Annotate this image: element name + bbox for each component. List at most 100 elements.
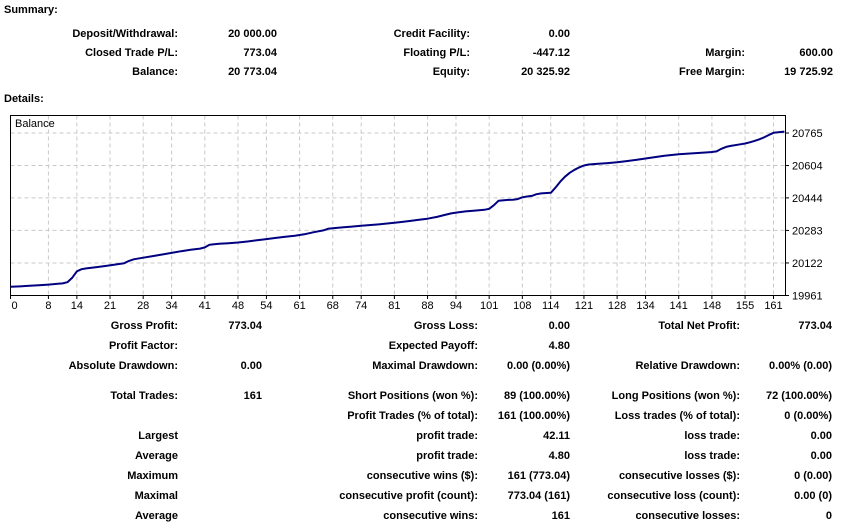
x-axis-label: 94 [450,300,462,312]
stat-label: Maximum [127,470,178,482]
stat-label: Largest [138,430,178,442]
summary-table: Deposit/Withdrawal: 20 000.00 Credit Facil… [0,24,845,81]
stat-label: Maximal Drawdown: [372,360,478,372]
stat-label: Total Trades: [110,390,178,402]
stat-row: Gross Profit: 773.04 Gross Loss: 0.00 Total … [0,316,845,336]
stat-value: 20 773.04 [228,65,277,78]
x-axis-label: 74 [355,300,367,312]
x-axis-label: 41 [199,300,211,312]
stat-value: -447.12 [532,46,570,59]
stat-row: Maximum consecutive wins ($): 161 (773.04)… [0,466,845,486]
stat-label: consecutive losses: [635,510,740,522]
x-axis-label: 141 [670,300,688,312]
stat-value: 773.04 [798,320,832,332]
stat-label: Gross Loss: [413,320,478,332]
x-axis-label: 0 [11,300,17,312]
stat-value: 161 (100.00%) [497,410,570,422]
stat-value: 20 000.00 [228,27,277,40]
x-axis-label: 81 [388,300,400,312]
y-axis-label: 19961 [792,291,823,303]
stat-value: 89 (100.00%) [503,390,570,402]
stat-value: 0.00 [548,27,570,40]
stat-row: Profit Trades (% of total): 161 (100.00%)… [0,406,845,426]
stat-value: 4.80 [548,450,570,462]
x-axis-label: 161 [764,300,782,312]
stat-value: 161 (773.04) [507,470,570,482]
stat-label: Free Margin: [678,65,745,78]
stat-value: 773.04 [228,320,262,332]
stat-value: 42.11 [543,430,570,442]
balance-chart: 0 8 14 21 28 34 41 48 54 61 68 74 81 88 94 101 108 114 121… [10,112,845,312]
stat-value: 773.04 [243,46,277,59]
stat-row: Absolute Drawdown: 0.00 Maximal Drawdown: 0… [0,356,845,376]
stat-label: consecutive loss (count): [607,490,740,502]
x-axis-label: 134 [636,300,654,312]
stat-row: Deposit/Withdrawal: 20 000.00 Credit Facil… [0,24,845,43]
stat-label: Profit Trades (% of total): [347,410,478,422]
details-heading: Details: [4,93,44,105]
stat-label: Floating P/L: [403,46,470,59]
stat-row: Total Trades: 161 Short Positions (won %):… [0,386,845,406]
stat-label: Balance: [132,65,178,78]
stat-value: 20 325.92 [521,65,570,78]
plot-border [10,115,786,296]
stat-label: loss trade: [684,450,740,462]
chart-title: Balance [15,118,55,130]
stat-value: 0 (0.00%) [784,410,832,422]
stat-value: 0.00 (0) [794,490,832,502]
stat-label: Absolute Drawdown: [68,360,178,372]
x-axis-label: 14 [71,300,83,312]
stat-value: 773.04 (161) [507,490,570,502]
stat-label: Gross Profit: [110,320,178,332]
stat-value: 0.00 [240,360,262,372]
stat-label: consecutive profit (count): [339,490,478,502]
stat-value: 19 725.92 [784,65,833,78]
stat-row: Profit Factor: Expected Payoff: 4.80 [0,336,845,356]
stat-label: Closed Trade P/L: [85,46,178,59]
x-axis-label: 121 [575,300,593,312]
stat-label: Margin: [705,46,745,59]
x-axis-label: 54 [260,300,272,312]
y-axis-label: 20604 [792,161,823,173]
summary-heading: Summary: [4,4,58,16]
x-axis-label: 8 [45,300,51,312]
stat-label: Maximal [134,490,178,502]
stat-value: 600.00 [799,46,833,59]
x-axis-label: 148 [703,300,721,312]
x-axis-label: 155 [736,300,754,312]
stat-row: Maximal consecutive profit (count): 773.04… [0,486,845,506]
stat-label: Equity: [432,65,470,78]
stat-label: Loss trades (% of total): [614,410,740,422]
stat-value: 161 [551,510,570,522]
balance-curve [10,130,785,288]
stat-label: Profit Factor: [108,340,178,352]
stat-label: Expected Payoff: [388,340,478,352]
stat-value: 0.00 (0.00%) [507,360,570,372]
stat-label: consecutive wins ($): [366,470,478,482]
stat-value: 0.00 [810,430,832,442]
stat-value: 0.00 [810,450,832,462]
stat-label: Short Positions (won %): [347,390,478,402]
x-axis-label: 114 [542,300,560,312]
details-table: Gross Profit: 773.04 Gross Loss: 0.00 Total … [0,316,845,526]
stat-row: Balance: 20 773.04 Equity: 20 325.92 Free Ma… [0,62,845,81]
y-axis-label: 20283 [792,225,823,237]
y-axis-label: 20122 [792,258,823,270]
group-spacer [0,376,845,386]
y-axis-label: 20765 [792,128,823,140]
stat-label: Long Positions (won %): [611,390,740,402]
stat-value: 0 (0.00) [794,470,832,482]
x-axis-label: 128 [608,300,626,312]
stat-value: 0.00% (0.00) [769,360,832,372]
stat-value: 0 [825,510,832,522]
x-axis-label: 34 [166,300,178,312]
x-axis-label: 68 [327,300,339,312]
stat-value: 72 (100.00%) [765,390,832,402]
stat-label: consecutive losses ($): [618,470,740,482]
stat-label: Average [134,510,178,522]
stat-label: Total Net Profit: [658,320,740,332]
stat-row: Average profit trade: 4.80 loss trade: 0.00 [0,446,845,466]
stat-value: 4.80 [548,340,570,352]
x-axis-label: 108 [513,300,531,312]
